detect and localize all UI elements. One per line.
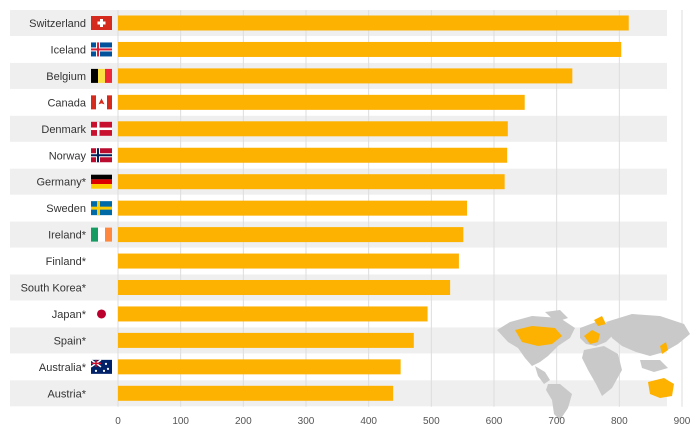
map-south-america	[546, 384, 572, 420]
category-label: Sweden	[46, 203, 86, 215]
jp-flag-icon	[97, 309, 106, 319]
map-southeast-asia	[640, 360, 668, 372]
bar-australia	[118, 359, 401, 375]
category-label: Ireland*	[48, 230, 87, 242]
x-tick-label: 600	[486, 416, 503, 427]
bar-japan	[118, 306, 428, 322]
map-asia	[606, 314, 690, 356]
bar-ireland	[118, 227, 464, 243]
dk-flag-icon	[91, 121, 112, 136]
category-label: Australia*	[39, 362, 87, 374]
bar-spain	[118, 332, 414, 348]
ca-flag-icon	[91, 95, 112, 110]
is-flag-icon	[91, 42, 112, 57]
map-australia	[648, 378, 674, 398]
category-label: Finland*	[46, 256, 87, 268]
map-central-america	[535, 366, 550, 384]
map-canada	[515, 326, 562, 346]
category-label: Austria*	[47, 388, 86, 400]
x-tick-label: 400	[360, 416, 377, 427]
x-tick-label: 0	[115, 416, 121, 427]
map-greenland	[545, 310, 568, 322]
world-map-inset	[497, 310, 690, 420]
x-tick-label: 300	[298, 416, 315, 427]
x-axis-ticks: 0 100 200 300 400 500 600 700 800 900	[115, 416, 691, 427]
x-tick-label: 800	[611, 416, 628, 427]
ch-flag-icon	[91, 16, 112, 30]
bar-canada	[118, 94, 525, 110]
bar-germany	[118, 174, 505, 190]
map-europe-highlight	[584, 330, 600, 344]
category-label: Spain*	[54, 335, 87, 347]
bar-finland	[118, 253, 459, 269]
de-flag-icon	[91, 174, 112, 189]
au-flag-icon	[90, 359, 112, 374]
x-tick-label: 900	[674, 416, 691, 427]
category-label: Germany*	[36, 177, 86, 189]
flag-icons	[90, 16, 112, 374]
category-label: South Korea*	[21, 283, 87, 295]
bar-iceland	[118, 41, 622, 57]
category-labels: Switzerland Iceland Belgium Canada Denmark No…	[21, 18, 87, 400]
category-label: Switzerland	[29, 18, 86, 30]
x-tick-label: 700	[548, 416, 565, 427]
ie-flag-icon	[91, 227, 112, 242]
x-tick-label: 500	[423, 416, 440, 427]
map-japan-korea	[660, 342, 668, 354]
category-label: Belgium	[46, 71, 86, 83]
category-label: Norway	[49, 150, 87, 162]
category-label: Canada	[47, 97, 86, 109]
be-flag-icon	[91, 68, 112, 83]
bar-austria	[118, 385, 394, 401]
category-label: Iceland	[51, 44, 86, 56]
bar-belgium	[118, 68, 573, 84]
x-tick-label: 200	[235, 416, 252, 427]
category-label: Denmark	[41, 124, 86, 136]
x-tick-label: 100	[172, 416, 189, 427]
category-label: Japan*	[52, 309, 87, 321]
se-flag-icon	[91, 201, 112, 216]
bar-norway	[118, 147, 508, 163]
bar-south-korea	[118, 280, 451, 295]
bar-sweden	[118, 200, 468, 216]
map-africa	[582, 346, 622, 396]
bar-denmark	[118, 121, 508, 137]
bar-switzerland	[118, 15, 629, 31]
map-scandinavia	[594, 316, 606, 326]
no-flag-icon	[91, 148, 112, 163]
bars	[118, 15, 629, 401]
